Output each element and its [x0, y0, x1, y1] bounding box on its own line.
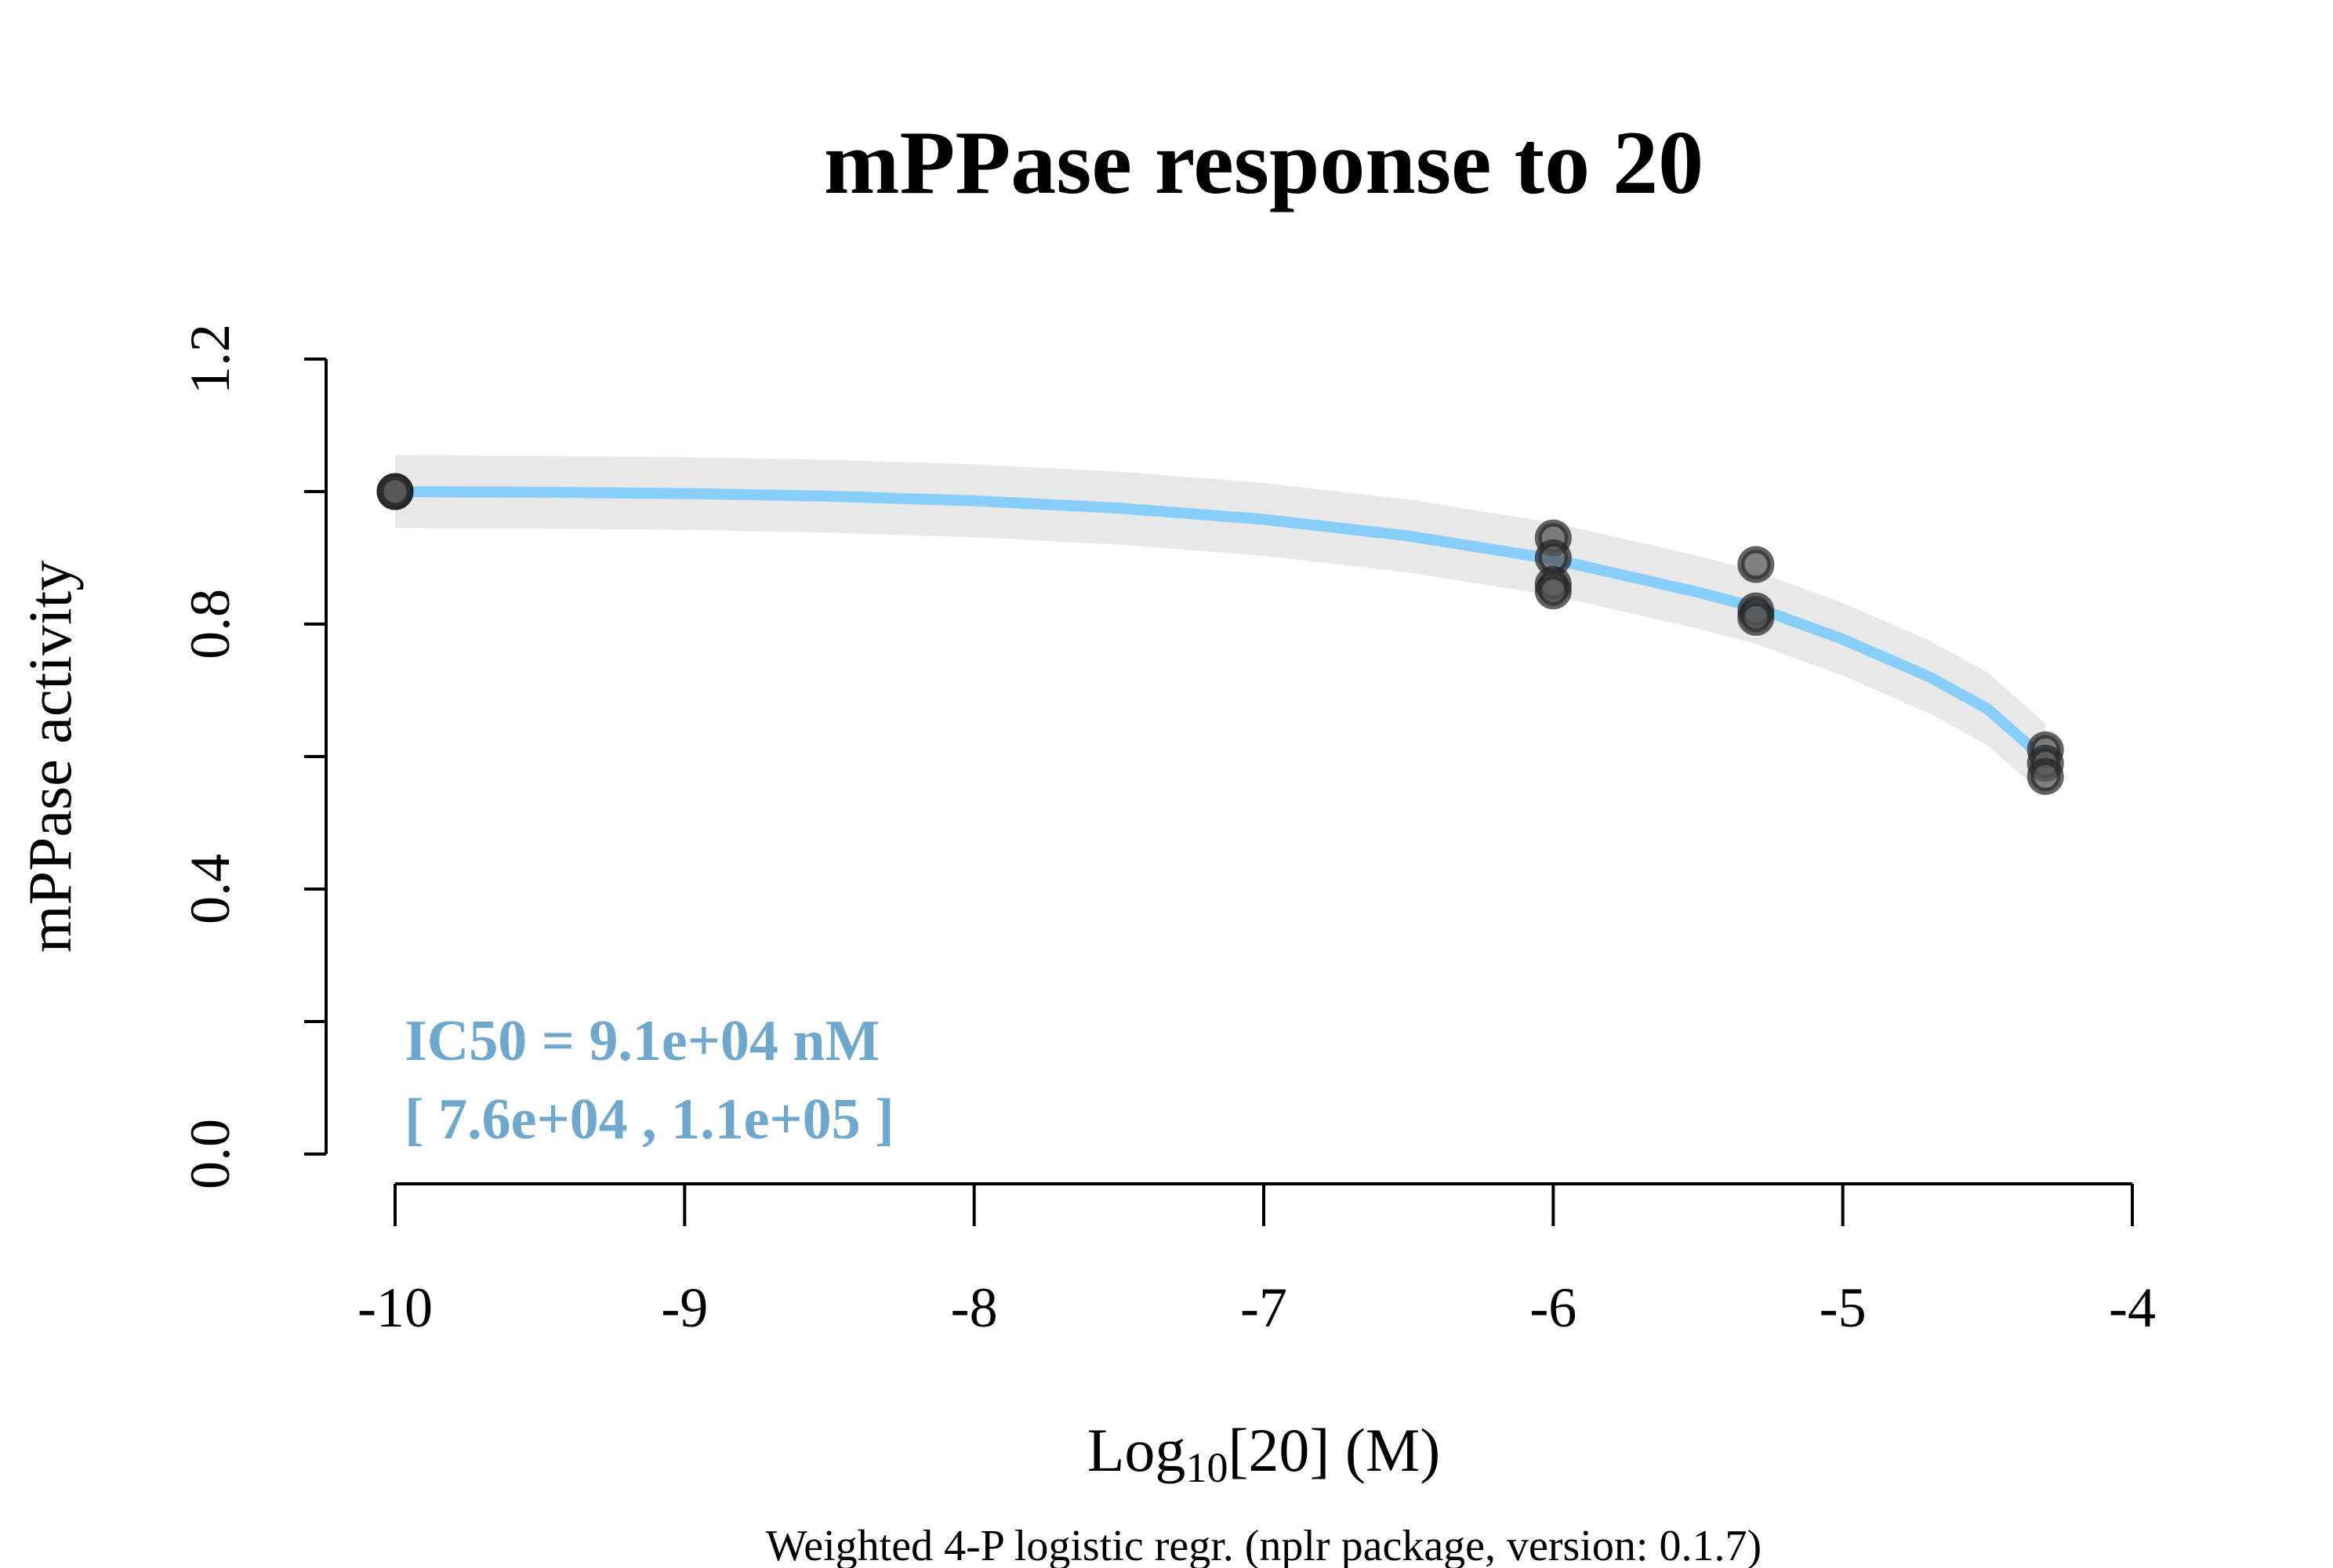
chart-title: mPPase response to 20: [824, 113, 1703, 213]
y-tick-label: 0.8: [179, 589, 241, 659]
x-tick-label: -6: [1529, 1276, 1576, 1339]
x-tick-label: -4: [2109, 1276, 2156, 1339]
x-tick-label: -8: [951, 1276, 998, 1339]
y-tick-label: 0.0: [179, 1119, 241, 1189]
x-axis-label: Log10[20] (M): [1087, 1416, 1440, 1491]
x-tick-label: -5: [1820, 1276, 1867, 1339]
x-axis-label-subscript: 10: [1185, 1444, 1228, 1491]
y-axis: 0.0 0.4 0.8 1.2: [179, 324, 328, 1189]
x-axis-label-suffix: [20] (M): [1228, 1416, 1440, 1484]
data-point: [1737, 599, 1775, 637]
ic50-confidence-interval: [ 7.6e+04 , 1.1e+05 ]: [405, 1087, 894, 1152]
data-point: [376, 473, 414, 510]
data-points: [376, 473, 2064, 795]
data-point: [1534, 572, 1572, 610]
y-axis-label: mPPase activity: [16, 561, 84, 953]
x-tick-label: -7: [1240, 1276, 1287, 1339]
x-axis: -10 -9 -8 -7 -6 -5 -4: [357, 1182, 2156, 1339]
x-tick-label: -9: [661, 1276, 708, 1339]
y-tick-label: 0.4: [179, 854, 241, 924]
fit-curve-line: [390, 486, 2052, 766]
chart-caption: Weighted 4-P logistic regr. (nplr packag…: [766, 1522, 1762, 1568]
data-point: [1737, 546, 1775, 583]
data-point: [2026, 757, 2064, 795]
ic50-annotation: IC50 = 9.1e+04 nM: [405, 1009, 880, 1073]
x-axis-label-prefix: Log: [1087, 1416, 1186, 1484]
fit-curve: [390, 486, 2052, 766]
x-tick-label: -10: [357, 1276, 433, 1339]
y-tick-label: 1.2: [179, 324, 241, 394]
